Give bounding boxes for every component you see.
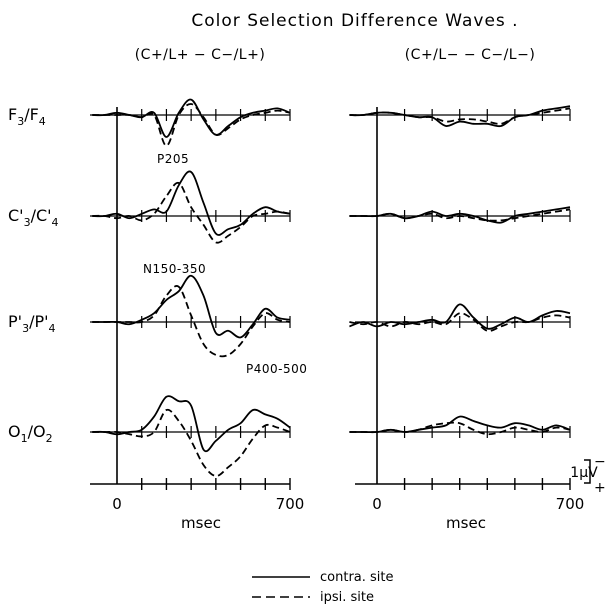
- x-label-left: msec: [181, 514, 221, 532]
- scale-bar-plus: +: [594, 480, 606, 496]
- ipsi-wave-panel-1-c3c4: [92, 181, 291, 244]
- ipsi-wave-panel-1-o1o2: [92, 408, 291, 477]
- scale-bar-minus: −: [594, 454, 606, 470]
- waveforms: [92, 98, 571, 477]
- contra-wave-panel-1-o1o2: [92, 395, 291, 453]
- legend: contra. site ipsi. site: [252, 570, 394, 605]
- contra-wave-panel-1-p3p4: [92, 274, 291, 339]
- legend-ipsi-label: ipsi. site: [320, 590, 374, 605]
- scale-bar-label: 1µV: [570, 465, 598, 481]
- x-tick-left-zero: 0: [112, 495, 122, 513]
- contra-wave-panel-2-c3c4: [349, 206, 571, 224]
- panel-left-header: (C+/L+ − C−/L+): [135, 47, 266, 63]
- contra-wave-panel-2-p3p4: [349, 303, 571, 330]
- x-tick-right-700: 700: [556, 495, 585, 513]
- scale-bar: − 1µV +: [570, 454, 605, 496]
- legend-contra-label: contra. site: [320, 570, 394, 585]
- row-label-4: O1/O2: [8, 422, 53, 445]
- scale-bar-line: [584, 459, 591, 484]
- contra-wave-panel-1-f3f4: [92, 98, 291, 138]
- contra-wave-panel-1-c3c4: [92, 170, 291, 236]
- annotation-n150-350: N150-350: [143, 262, 206, 276]
- row-labels: F3/F4 C'3/C'4 P'3/P'4 O1/O2: [8, 105, 59, 445]
- row-label-1: F3/F4: [8, 105, 46, 128]
- annotation-p400-500: P400-500: [246, 362, 307, 376]
- panel-right-header: (C+/L− − C−/L−): [405, 47, 536, 63]
- ipsi-wave-panel-1-p3p4: [92, 285, 291, 358]
- chart-title: Color Selection Difference Waves .: [191, 11, 518, 31]
- x-tick-right-zero: 0: [372, 495, 382, 513]
- x-tick-left-700: 700: [276, 495, 305, 513]
- x-label-right: msec: [446, 514, 486, 532]
- ipsi-wave-panel-2-p3p4: [349, 312, 571, 332]
- annotation-p205: P205: [157, 152, 189, 166]
- contra-wave-panel-2-f3f4: [349, 105, 571, 128]
- contra-wave-panel-2-o1o2: [349, 415, 571, 434]
- row-label-2: C'3/C'4: [8, 206, 59, 229]
- row-label-3: P'3/P'4: [8, 312, 56, 335]
